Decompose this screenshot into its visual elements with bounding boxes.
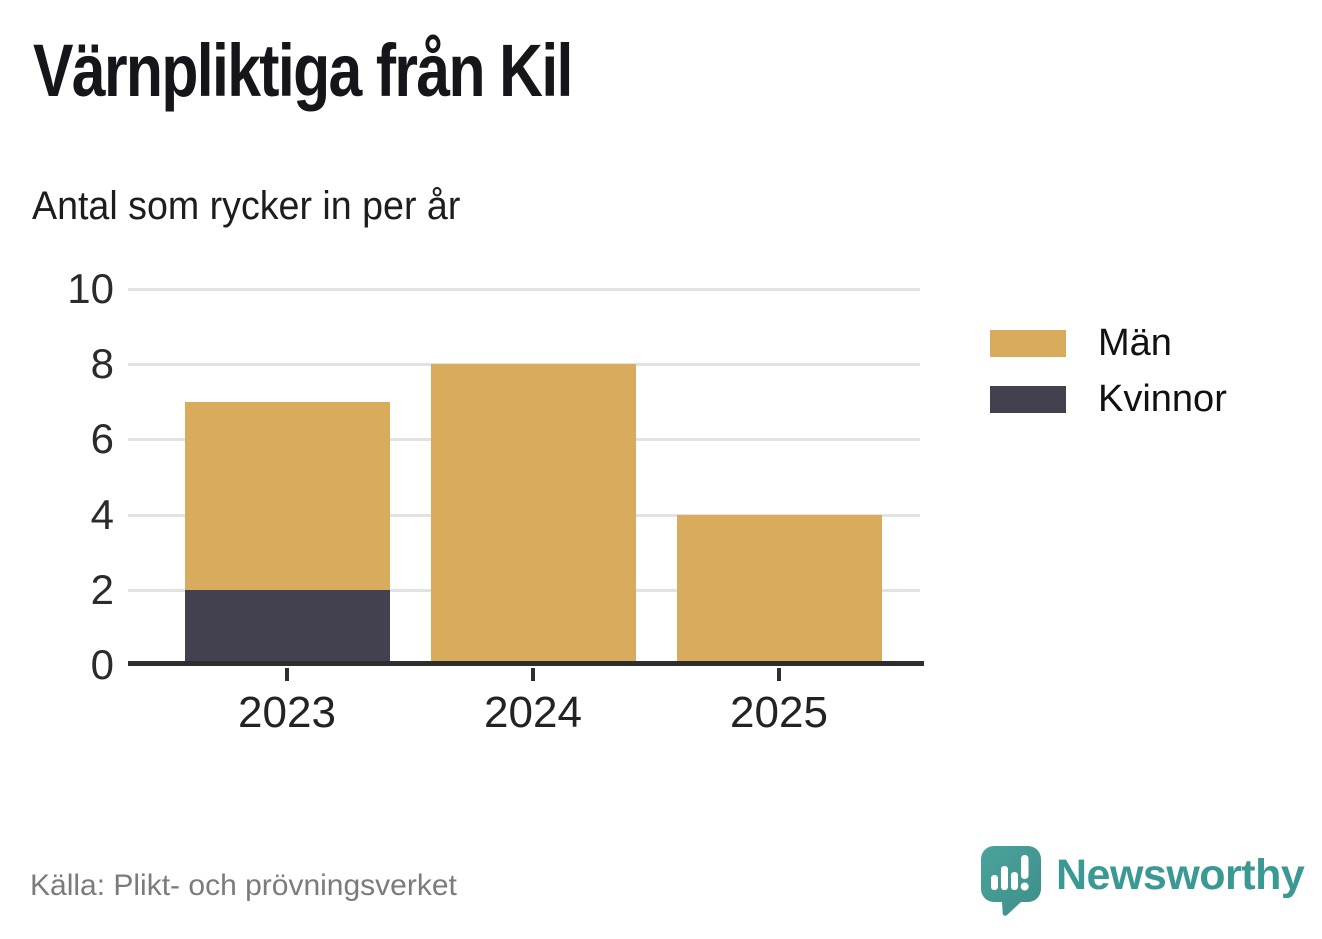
y-axis-tick-label-2: 2	[90, 565, 114, 613]
bar-segment-2025-män	[676, 514, 882, 665]
x-axis-tick-label-2025: 2025	[730, 688, 828, 737]
x-axis-line	[128, 661, 924, 666]
legend: Män Kvinnor	[990, 322, 1227, 442]
plot-area	[128, 288, 920, 665]
legend-item-men: Män	[990, 322, 1227, 364]
bar-segment-2023-kvinnor	[184, 589, 390, 665]
y-axis-tick-label-4: 4	[90, 490, 114, 538]
gridline-y10	[128, 288, 920, 291]
y-axis-tick-label-10: 10	[67, 265, 114, 312]
legend-item-women: Kvinnor	[990, 378, 1227, 420]
logo-exclamation-bar	[1021, 855, 1029, 879]
y-axis-tick-label-0: 0	[90, 641, 114, 688]
x-axis-tick-2025	[777, 668, 781, 681]
legend-swatch-men	[990, 330, 1066, 357]
x-axis-tick-2024	[531, 668, 535, 681]
chart-subtitle: Antal som rycker in per år	[32, 184, 461, 228]
x-axis-tick-label-2023: 2023	[238, 688, 336, 737]
y-axis-tick-label-6: 6	[90, 415, 114, 463]
source-note: Källa: Plikt- och prövningsverket	[30, 869, 457, 902]
chart-title: Värnpliktiga från Kil	[33, 29, 573, 112]
x-axis-tick-2023	[285, 668, 289, 681]
logo-bar-2	[1001, 866, 1008, 890]
brand-name: Newsworthy	[1056, 851, 1305, 899]
bar-segment-2023-män	[184, 401, 390, 590]
legend-swatch-women	[990, 386, 1066, 413]
logo-exclamation-dot	[1020, 882, 1029, 891]
logo-bar-3	[1011, 872, 1018, 890]
brand-logo: Newsworthy	[980, 845, 1305, 917]
legend-label-men: Män	[1098, 322, 1172, 364]
bar-segment-2024-män	[430, 364, 636, 665]
y-axis-tick-label-8: 8	[90, 340, 114, 388]
logo-bar-1	[991, 875, 998, 890]
x-axis-tick-label-2024: 2024	[484, 688, 582, 737]
legend-label-women: Kvinnor	[1098, 378, 1227, 420]
newsworthy-speech-bubble-icon	[981, 846, 1041, 916]
